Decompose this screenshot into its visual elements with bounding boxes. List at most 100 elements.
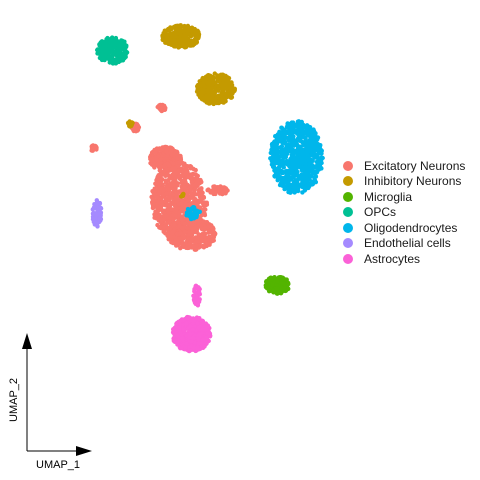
point (199, 225, 205, 231)
point (95, 223, 100, 228)
point (93, 144, 99, 150)
point (271, 165, 277, 170)
point (219, 185, 224, 190)
point (201, 194, 206, 200)
point (196, 340, 202, 346)
point (211, 98, 216, 103)
point (92, 205, 97, 210)
point (179, 173, 185, 179)
point (205, 224, 210, 230)
point (173, 179, 178, 184)
point (280, 183, 285, 188)
point (212, 91, 217, 97)
point (212, 184, 217, 189)
point (156, 216, 161, 222)
point (301, 140, 306, 145)
point (279, 125, 284, 130)
point (158, 147, 164, 152)
point (184, 213, 189, 218)
point (283, 186, 288, 191)
point (216, 93, 221, 98)
point (296, 188, 301, 194)
point (193, 208, 199, 214)
point (159, 173, 164, 178)
point (182, 166, 188, 171)
point (168, 174, 174, 179)
point (196, 289, 202, 295)
point (214, 87, 219, 93)
point (187, 229, 192, 235)
point (191, 216, 197, 221)
point (207, 82, 212, 87)
point (317, 163, 323, 168)
point (289, 169, 295, 174)
point (154, 210, 159, 215)
point (201, 321, 206, 326)
point (272, 149, 277, 155)
point (135, 123, 140, 128)
point (205, 88, 210, 93)
point (183, 170, 189, 175)
point (154, 204, 159, 209)
point (164, 191, 169, 196)
point (163, 105, 168, 111)
point (284, 124, 290, 129)
point (188, 220, 193, 225)
point (196, 337, 201, 342)
point (184, 315, 189, 320)
point (286, 136, 292, 141)
point (164, 167, 169, 172)
point (201, 83, 206, 88)
point (169, 183, 174, 188)
point (313, 153, 318, 158)
point (153, 150, 158, 155)
point (191, 171, 196, 177)
point (205, 188, 210, 193)
point (198, 187, 204, 193)
point (279, 139, 284, 144)
point (202, 211, 207, 216)
point (193, 239, 198, 245)
point (190, 237, 195, 242)
point (98, 205, 104, 211)
point (195, 321, 200, 326)
point (217, 77, 223, 82)
legend-label: Astrocytes (364, 251, 421, 266)
point (152, 192, 157, 197)
point (172, 222, 177, 227)
point (108, 44, 113, 50)
point (191, 41, 196, 46)
point (188, 174, 193, 180)
point (178, 318, 183, 324)
point (307, 125, 313, 130)
point (296, 158, 301, 164)
cluster-2-0 (263, 275, 291, 296)
point (197, 95, 203, 100)
cluster-6-1 (191, 283, 202, 308)
point (99, 45, 105, 51)
point (200, 75, 205, 81)
point (215, 73, 220, 78)
point (184, 225, 189, 230)
point (148, 156, 153, 162)
legend-item: Oligodendrocytes (343, 220, 465, 236)
point (177, 223, 182, 229)
point (201, 219, 207, 224)
point (212, 231, 218, 237)
cluster-1-1 (194, 71, 237, 107)
point (282, 277, 288, 282)
point (99, 52, 105, 58)
series-opcs (95, 35, 130, 66)
point (180, 206, 186, 212)
point (157, 168, 162, 173)
point (232, 88, 237, 94)
point (279, 285, 284, 290)
point (135, 127, 141, 132)
point (306, 148, 311, 154)
point (285, 121, 290, 126)
point (166, 161, 171, 167)
point (167, 225, 172, 231)
point (299, 172, 304, 177)
point (206, 92, 211, 98)
